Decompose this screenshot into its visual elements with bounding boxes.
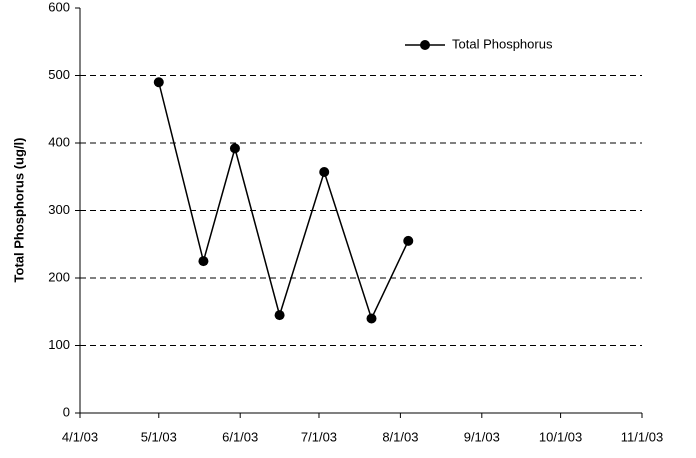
y-tick-label: 0	[63, 404, 70, 419]
y-tick-label: 400	[48, 134, 70, 149]
x-tick-label: 4/1/03	[62, 429, 98, 444]
x-tick-label: 6/1/03	[222, 429, 258, 444]
data-point	[319, 167, 330, 178]
data-point	[403, 235, 414, 246]
y-tick-label: 300	[48, 202, 70, 217]
data-point	[229, 143, 240, 154]
x-tick-label: 9/1/03	[464, 429, 500, 444]
x-tick-label: 7/1/03	[301, 429, 337, 444]
x-tick-label: 5/1/03	[141, 429, 177, 444]
x-tick-label: 10/1/03	[539, 429, 582, 444]
data-point	[366, 313, 377, 324]
y-tick-label: 100	[48, 337, 70, 352]
x-tick-label: 8/1/03	[382, 429, 418, 444]
x-tick-label: 11/1/03	[621, 429, 663, 444]
y-tick-label: 500	[48, 67, 70, 82]
legend-marker	[420, 40, 430, 50]
y-tick-label: 200	[48, 269, 70, 284]
series-line	[158, 82, 409, 321]
data-point	[153, 77, 164, 88]
legend-label: Total Phosphorus	[452, 36, 553, 51]
data-point	[274, 310, 285, 321]
y-tick-label: 600	[48, 0, 70, 14]
y-axis-label: Total Phosphorus (ug/l)	[11, 138, 26, 283]
data-point	[198, 256, 209, 267]
